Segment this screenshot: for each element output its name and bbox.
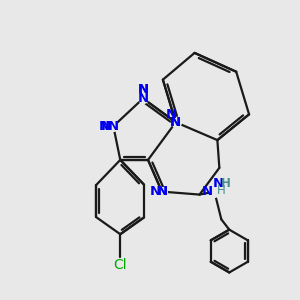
Text: N: N [137,83,148,96]
Text: N: N [202,185,213,198]
Text: H: H [221,177,231,190]
Text: N: N [156,185,167,198]
Text: H: H [217,184,226,196]
Text: N: N [156,185,167,198]
Text: N: N [101,120,112,133]
Text: N: N [170,116,181,129]
Text: N: N [213,177,224,190]
Text: Cl: Cl [113,259,127,272]
Text: N: N [166,108,177,121]
Text: N: N [99,120,110,133]
Text: N: N [170,116,181,129]
Text: N: N [137,83,148,96]
Text: N: N [137,92,148,105]
Text: N: N [108,120,119,133]
Text: N: N [149,185,161,198]
